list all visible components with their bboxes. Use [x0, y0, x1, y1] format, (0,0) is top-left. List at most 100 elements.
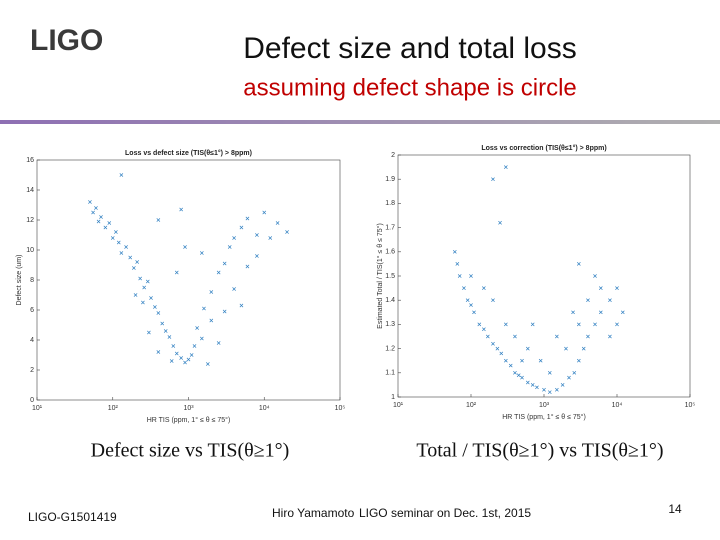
doc-id: LIGO-G1501419 [28, 510, 117, 524]
scatter-point [135, 260, 140, 264]
scatter-point [615, 286, 619, 290]
scatter-point [227, 245, 232, 249]
scatter-point [138, 276, 142, 281]
scatter-point [183, 360, 187, 365]
logo: LIGO [30, 24, 103, 57]
scatter-point [275, 221, 280, 225]
scatter-point [469, 303, 473, 307]
x-tick-label: 10⁴ [612, 402, 623, 409]
chart-caption: Defect size vs TIS(θ≥1°) [91, 440, 290, 462]
scatter-point [615, 322, 619, 327]
scatter-point [153, 305, 157, 309]
y-tick-label: 1.8 [385, 200, 395, 207]
scatter-point [477, 322, 482, 327]
scatter-point [508, 363, 513, 368]
scatter-point [255, 233, 259, 237]
scatter-point [255, 254, 259, 258]
scatter-point [179, 207, 184, 212]
y-tick-label: 1.4 [385, 297, 395, 304]
y-tick-label: 14 [26, 187, 34, 194]
scatter-point [572, 370, 577, 375]
scatter-point [192, 344, 197, 348]
scatter-point [564, 346, 568, 351]
author: Hiro Yamamoto [272, 506, 355, 520]
scatter-point [110, 236, 115, 240]
x-tick-label: 10² [108, 405, 119, 412]
y-tick-label: 4 [30, 337, 34, 344]
chart-title: Loss vs defect size (TIS(θ≤1°) > 8ppm) [125, 149, 252, 157]
scatter-point [94, 206, 98, 210]
scatter-point [119, 173, 124, 177]
scatter-point [133, 293, 138, 297]
scatter-point [560, 383, 565, 387]
scatter-point [179, 356, 184, 360]
scatter-point [485, 334, 490, 339]
y-tick-label: 1.7 [385, 224, 395, 231]
scatter-point [209, 318, 214, 323]
scatter-point [567, 375, 571, 380]
scatter-point [482, 286, 486, 290]
scatter-point [262, 210, 267, 215]
scatter-point [119, 251, 124, 255]
scatter-point [530, 322, 535, 327]
x-tick-label: 10³ [183, 405, 194, 412]
scatter-point [160, 321, 165, 326]
x-tick-label: 10¹ [393, 402, 404, 409]
scatter-point [245, 216, 250, 221]
y-tick-label: 1.9 [385, 176, 395, 183]
scatter-point [462, 286, 466, 290]
scatter-point [96, 219, 101, 224]
scatter-point [598, 310, 603, 315]
slide-title: Defect size and total loss [243, 32, 577, 65]
scatter-point [598, 286, 603, 290]
scatter-point [88, 200, 92, 204]
scatter-point [520, 358, 524, 363]
scatter-point [167, 335, 172, 339]
y-tick-label: 1.6 [385, 249, 395, 256]
plot-frame [36, 159, 341, 401]
scatter-point [576, 262, 581, 266]
scatter-point [156, 218, 161, 222]
scatter-point [620, 310, 625, 315]
scatter-point [183, 245, 187, 249]
scatter-point [499, 351, 504, 356]
scatter-point [482, 327, 486, 332]
scatter-point [581, 346, 586, 351]
scatter-point [116, 240, 121, 245]
scatter-point [555, 334, 559, 339]
scatter-point [503, 358, 508, 363]
scatter-point [186, 357, 191, 362]
scatter-point [156, 350, 161, 354]
scatter-point [124, 245, 128, 249]
scatter-point [547, 390, 552, 395]
scatter-point [145, 279, 150, 284]
scatter-point [171, 344, 176, 348]
scatter-point [498, 220, 502, 225]
scatter-point [232, 287, 236, 291]
scatter-point [239, 303, 244, 308]
scatter-point [174, 351, 179, 356]
scatter-point [608, 334, 612, 339]
scatter-point [199, 336, 204, 341]
x-tick-label: 10⁴ [259, 405, 270, 412]
scatter-point [174, 270, 179, 275]
scatter-point [520, 375, 524, 380]
x-axis-label: HR TIS (ppm, 1° ≤ θ ≤ 75°) [502, 413, 586, 421]
y-tick-label: 1.3 [385, 321, 395, 328]
scatter-point [491, 341, 495, 346]
scatter-point [465, 298, 470, 303]
scatter-point [555, 387, 559, 392]
scatter-point [245, 264, 250, 269]
scatter-point [491, 177, 495, 182]
scatter-point [141, 300, 145, 305]
y-tick-label: 1.1 [385, 370, 395, 377]
scatter-point [169, 359, 174, 363]
scatter-point [149, 296, 153, 300]
scatter-point [147, 330, 151, 335]
scatter-point [547, 370, 552, 375]
scatter-point [142, 285, 147, 290]
slide-subtitle: assuming defect shape is circle [243, 74, 577, 101]
scatter-point [189, 353, 194, 357]
plot-frame [397, 154, 691, 398]
